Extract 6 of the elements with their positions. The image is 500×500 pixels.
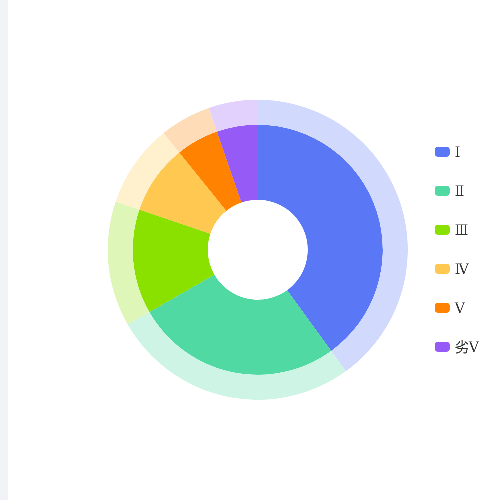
legend-label: Ⅰ <box>455 146 461 161</box>
legend-label: Ⅲ <box>455 224 469 239</box>
legend-label: 劣Ⅴ <box>455 340 480 356</box>
legend-label: Ⅱ <box>455 185 465 200</box>
legend-label: Ⅴ <box>454 302 466 317</box>
legend-label: Ⅳ <box>455 263 470 278</box>
